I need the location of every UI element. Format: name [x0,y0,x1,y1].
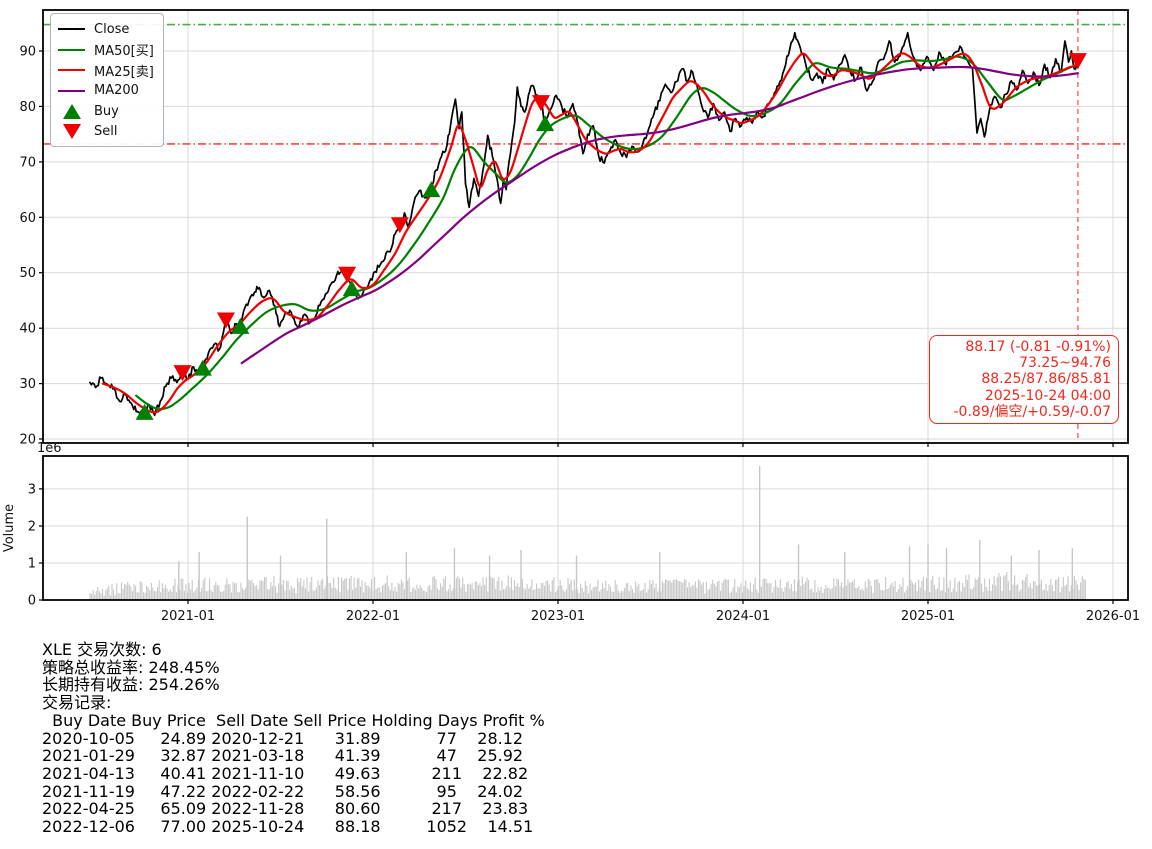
stat-hold-return: 长期持有收益: 254.26% [42,675,220,695]
stat-strategy-return: 策略总收益率: 248.45% [42,657,220,677]
tick-label: 0 [28,594,36,609]
sell-marker-icon [173,365,192,382]
tick-label: 40 [19,322,36,337]
stat-trades-count: XLE 交易次数: 6 [42,640,162,659]
legend-entry-ma50: MA50[买] [58,40,155,61]
tick-label: 2 [28,519,36,534]
legend-label: MA25[卖] [94,64,154,80]
legend-label: MA50[买] [94,44,154,60]
buy-marker-icon [231,317,250,334]
tick-label: 70 [19,155,36,170]
tick-label: 2023-01 [531,609,585,624]
annotation-line: -0.89/偏空/+0.59/-0.07 [953,403,1112,420]
trade-table-row: 2021-04-13 40.41 2021-11-10 49.63 211 22… [42,763,529,783]
buy-marker-icon [193,359,212,376]
tick-label: 2025-01 [901,609,955,624]
tick-label: 30 [19,377,36,392]
trade-table-row: 2021-11-19 47.22 2022-02-22 58.56 95 24.… [42,781,524,801]
legend-line-swatch [58,28,85,31]
tick-label: 3 [28,482,36,497]
legend-entry-buy: Buy [58,101,155,122]
tick-label: 60 [19,211,36,226]
annotation-line: 88.25/87.86/85.81 [981,371,1111,388]
legend-entry-ma25: MA25[卖] [58,60,155,81]
legend-label: Close [94,21,130,37]
axis-labels: 20 30 40 50 60 70 80 90 0 1 2 3 2021-01 2022-01 2023-0… [2,45,1140,624]
tick-label: 80 [19,100,36,115]
legend-entry-sell: Sell [58,122,155,143]
tick-label: 2021-01 [161,609,215,624]
gridlines [43,10,1128,600]
trade-table-row: 2020-10-05 24.89 2020-12-21 31.89 77 28.… [42,728,524,748]
tick-label: 90 [19,45,36,60]
sell-marker-icon [1068,53,1087,70]
axes-spines [42,9,1129,601]
tick-label: 2026-01 [1086,609,1140,624]
legend: Close MA50[买] MA25[卖] MA200 Buy Sell [50,13,164,147]
trade-table-header: Buy Date Buy Price Sell Date Sell Price … [42,710,545,730]
buy-marker-icon [342,280,361,297]
series-ma200 [240,65,1079,365]
sell-marker-icon [216,312,235,329]
stats-block: XLE 交易次数: 6 策略总收益率: 248.45% 长期持有收益: 254.… [42,641,545,836]
trade-table-row: 2022-04-25 65.09 2022-11-28 80.60 217 23… [42,799,529,819]
trade-table-row: 2022-12-06 77.00 2025-10-24 88.18 1052 1… [42,817,534,837]
tick-label: 2022-01 [346,609,400,624]
tick-label: 1 [28,556,36,571]
buy-marker-icon [135,403,154,420]
series-ma50 [135,55,1079,411]
sell-triangle-icon [58,124,85,140]
buy-triangle-icon [58,103,85,119]
buy-marker-icon [536,115,555,132]
legend-line-swatch [58,89,85,92]
stat-trade-log-title: 交易记录: [42,693,112,713]
chart-canvas: 20 30 40 50 60 70 80 90 0 1 2 3 2021-01 2022-01 2023-0… [2,9,1140,624]
sell-marker-icon [390,217,409,234]
volume-scale-label: 1e6 [37,441,62,456]
sell-marker-icon [338,266,357,283]
legend-entry-close: Close [58,19,155,40]
tick-label: 50 [19,266,36,281]
annotation-line: 2025-10-24 04:00 [984,387,1111,404]
volume-axis-label: Volume [2,504,17,552]
series-close [89,31,1079,417]
legend-line-swatch [58,69,85,72]
annotation-box: 88.17 (-0.81 -0.91%) 73.25~94.76 88.25/8… [929,335,1119,425]
tick-label: 20 [19,433,36,448]
series-ma25 [101,52,1079,414]
buy-marker-icon [422,181,441,198]
legend-entry-ma200: MA200 [58,81,155,102]
legend-label: Sell [94,124,118,140]
annotation-line: 88.17 (-0.81 -0.91%) [965,339,1111,355]
trade-markers [135,53,1087,420]
legend-label: Buy [94,103,119,119]
volume-bars [89,466,1086,600]
trade-table: Buy Date Buy Price Sell Date Sell Price … [42,712,545,836]
axis-ticks [39,50,1114,604]
trade-table-row: 2021-01-29 32.87 2021-03-18 41.39 47 25.… [42,746,524,766]
legend-line-swatch [58,48,85,51]
legend-label: MA200 [94,83,139,99]
annotation-line: 73.25~94.76 [1019,355,1111,372]
sell-marker-icon [532,95,551,112]
tick-label: 2024-01 [716,609,770,624]
